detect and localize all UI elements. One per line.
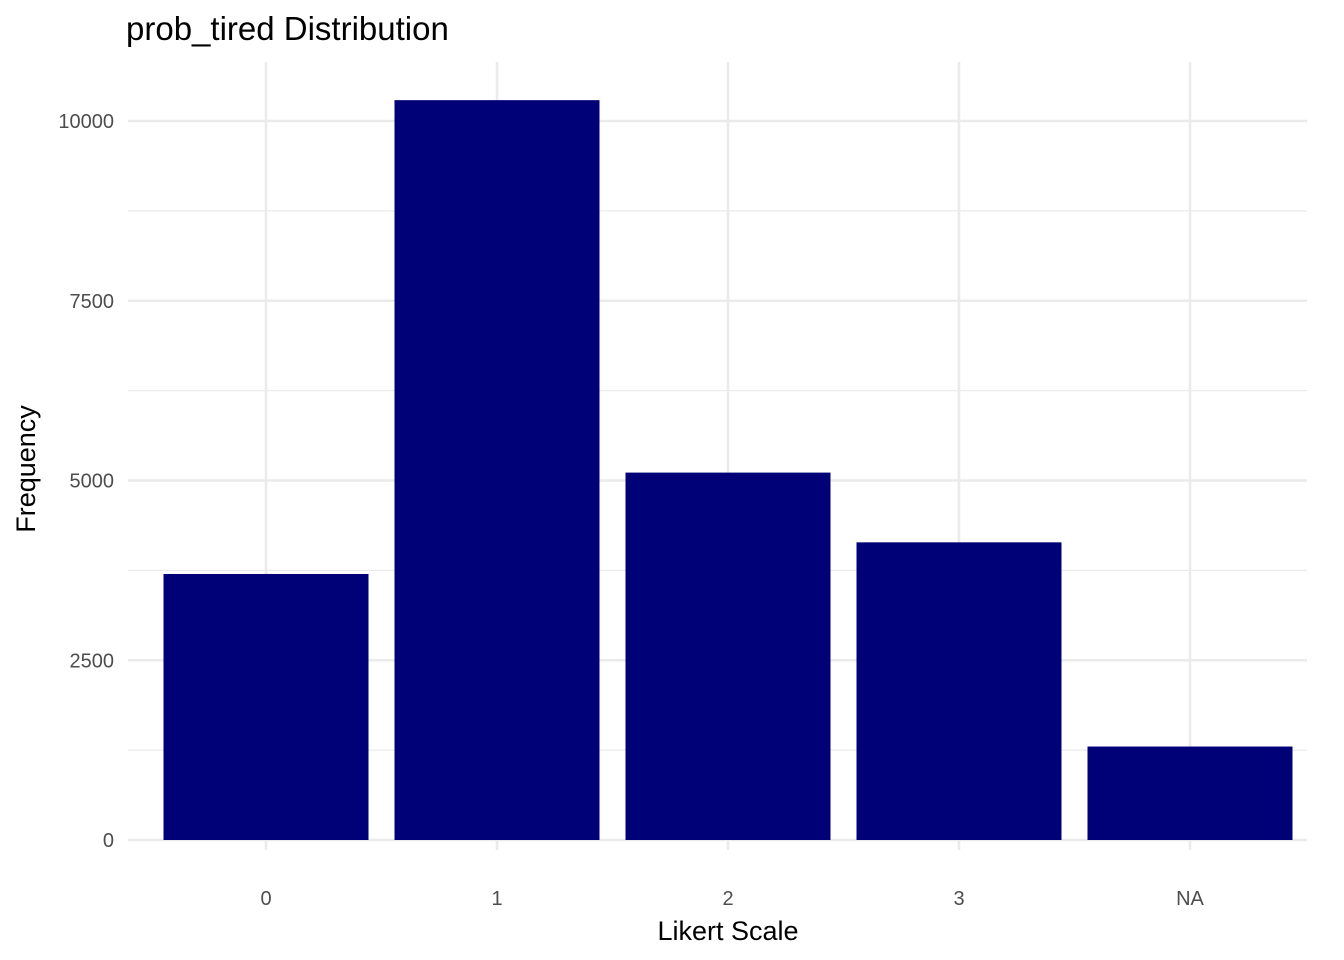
bar-0 xyxy=(163,573,369,840)
bar-2 xyxy=(625,472,831,840)
x-tick-label: 1 xyxy=(491,888,502,910)
x-tick-label: 3 xyxy=(953,888,964,910)
y-axis-label: Frequency xyxy=(11,405,41,533)
chart-title: prob_tired Distribution xyxy=(126,10,449,47)
y-tick-label: 2500 xyxy=(70,650,115,672)
x-tick-label: 0 xyxy=(260,888,271,910)
x-tick-labels: 0 1 2 3 NA xyxy=(260,888,1204,910)
bar-1 xyxy=(394,100,600,841)
y-tick-label: 0 xyxy=(103,830,114,852)
x-tick-label: NA xyxy=(1176,888,1204,910)
y-tick-label: 7500 xyxy=(70,291,115,313)
y-tick-labels: 0 2500 5000 7500 10000 xyxy=(58,111,114,852)
x-tick-label: 2 xyxy=(722,888,733,910)
y-tick-label: 10000 xyxy=(58,111,114,133)
y-tick-label: 5000 xyxy=(70,471,115,493)
bars xyxy=(163,100,1293,841)
bar-na xyxy=(1087,746,1293,840)
x-axis-label: Likert Scale xyxy=(657,916,798,946)
bar-3 xyxy=(856,542,1062,840)
